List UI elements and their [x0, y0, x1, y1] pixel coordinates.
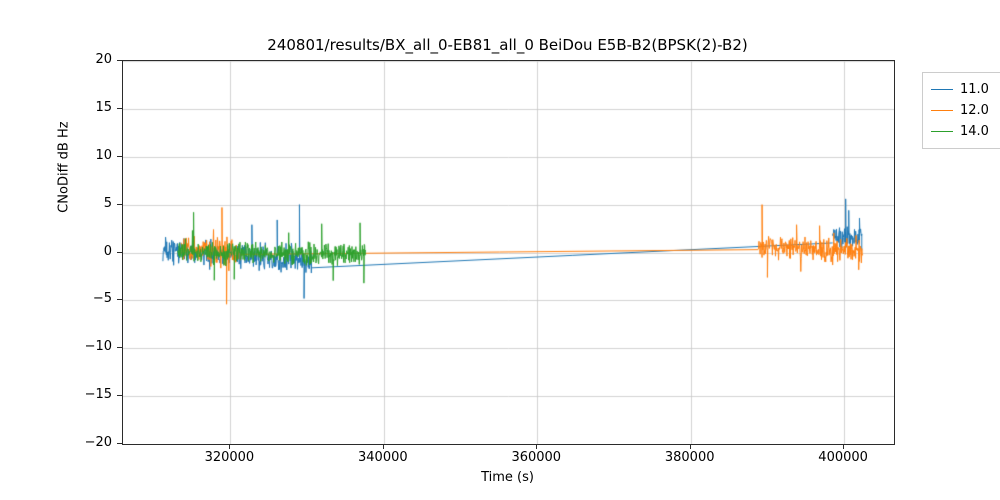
- y-tick-label: 10: [95, 147, 112, 163]
- x-tick-mark: [689, 444, 691, 449]
- y-tick-label: 15: [95, 99, 112, 115]
- legend-line-sample: [931, 89, 953, 90]
- y-tick-mark: [117, 60, 122, 61]
- y-tick-mark: [117, 443, 122, 444]
- y-tick-mark: [117, 347, 122, 349]
- x-tick-label: 360000: [511, 450, 562, 465]
- legend-entry: 11.0: [931, 79, 1000, 100]
- legend-entry: 12.0: [931, 100, 1000, 121]
- y-tick-label: −20: [84, 435, 112, 450]
- x-tick-label: 340000: [358, 450, 408, 465]
- x-tick-mark: [536, 444, 538, 449]
- y-tick-mark: [117, 155, 122, 157]
- y-tick-label: −10: [84, 339, 112, 355]
- legend-line-sample: [931, 131, 953, 132]
- x-tick-label: 400000: [818, 450, 868, 465]
- plot-area: [122, 60, 895, 445]
- y-tick-mark: [117, 299, 122, 301]
- legend-label: 14.0: [960, 124, 989, 139]
- legend: 11.0 12.0 14.0: [922, 72, 1000, 149]
- x-tick-mark: [229, 444, 231, 449]
- y-tick-label: −15: [84, 387, 112, 403]
- y-tick-mark: [117, 107, 122, 109]
- chart-canvas: [123, 61, 894, 444]
- y-tick-label: 0: [103, 243, 112, 259]
- x-tick-mark: [382, 444, 384, 449]
- legend-entry: 14.0: [931, 121, 1000, 142]
- x-axis-label: Time (s): [481, 470, 534, 485]
- legend-label: 12.0: [960, 103, 989, 118]
- x-tick-mark: [843, 444, 845, 449]
- x-tick-label: 320000: [204, 450, 255, 465]
- y-tick-mark: [117, 395, 122, 397]
- y-tick-label: −5: [92, 291, 112, 307]
- x-tick-label: 380000: [664, 450, 715, 465]
- chart-title: 240801/results/BX_all_0-EB81_all_0 BeiDo…: [267, 36, 748, 54]
- y-tick-label: 5: [103, 195, 112, 211]
- legend-label: 11.0: [960, 82, 989, 97]
- y-tick-mark: [117, 203, 122, 205]
- legend-line-sample: [931, 110, 953, 111]
- y-tick-label: 20: [95, 52, 112, 67]
- y-tick-mark: [117, 251, 122, 253]
